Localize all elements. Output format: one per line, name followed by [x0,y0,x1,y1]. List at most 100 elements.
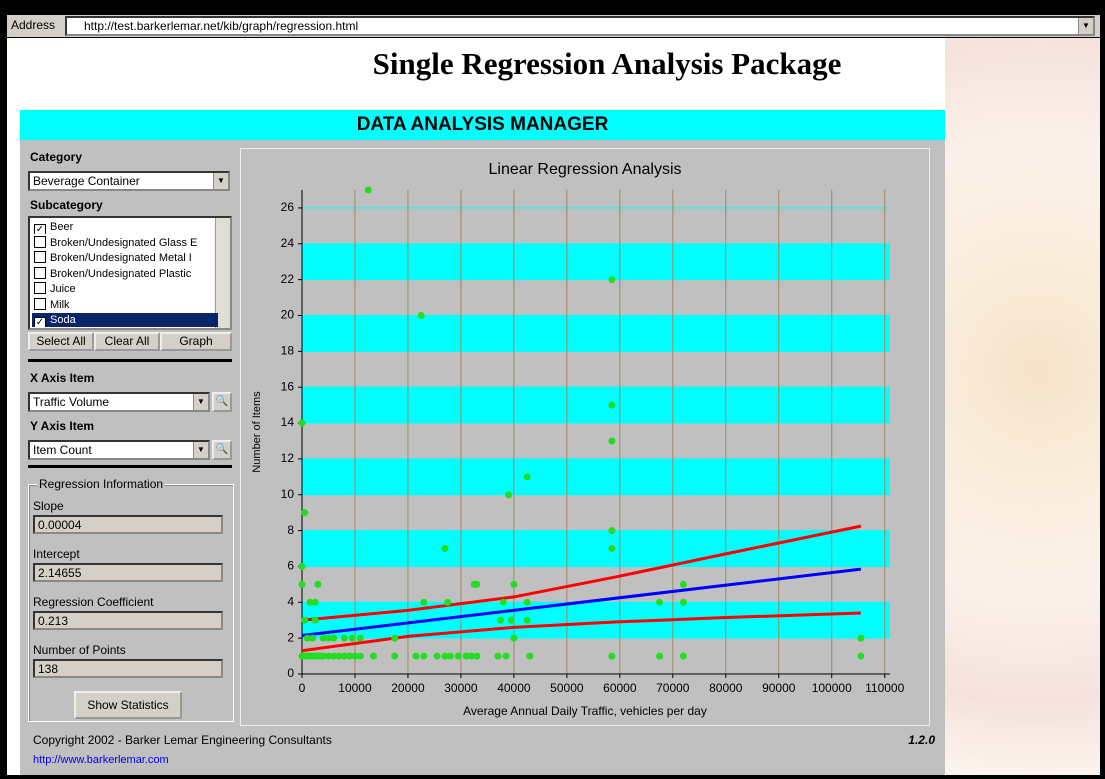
y-axis-select[interactable]: Item Count ▼ [28,440,210,460]
point [523,473,531,481]
find-button[interactable]: 🔍 [212,392,232,412]
list-item[interactable]: Milk [32,297,218,312]
subcategory-list[interactable]: ✓ Beer Broken/Undesignated Glass E Broken/U… [28,216,232,330]
button[interactable]: Graph [160,332,232,351]
grid-band [302,530,890,567]
y-tick-label: 2 [287,630,294,644]
item-label: Broken/Undesignated Plastic [50,267,192,280]
point [364,186,372,194]
x-axis-item-label: X Axis Item [30,371,95,385]
list-item[interactable]: Broken/Undesignated Metal I [32,251,218,265]
dropdown-arrow[interactable]: ▼ [193,394,208,410]
panel: Category Beverage Container ▼ Subcategory… [20,140,945,775]
point [420,652,428,660]
point [324,652,332,660]
show-statistics-button[interactable]: Show Statistics [74,691,182,719]
point [462,652,470,660]
point [351,652,359,660]
link[interactable]: http://www.barkerlemar.com [33,754,169,766]
x-tick-label: 110000 [865,681,904,695]
point [314,580,322,588]
list-item[interactable]: ✓ Soda [32,313,218,327]
point [420,598,428,606]
checkbox[interactable] [34,282,46,294]
checkbox[interactable] [34,235,46,248]
grid-band [302,387,890,424]
regression-line [301,524,862,622]
point [494,652,502,660]
category-label: Category [30,150,83,164]
checkbox[interactable]: ✓ [34,317,46,327]
checkbox[interactable] [34,297,46,310]
point [679,652,687,660]
point [391,634,399,642]
separator [28,359,232,362]
point [454,652,462,660]
checkbox[interactable] [34,266,46,279]
dropdown-arrow[interactable]: ▼ [213,173,228,189]
button[interactable]: Select All [28,332,94,351]
page: Single Regression Analysis Package DATA … [7,38,1100,775]
point [444,598,452,606]
field-value: 0.00004 [33,515,223,534]
point [441,652,449,660]
point [608,276,616,284]
dropdown-arrow[interactable]: ▼ [193,442,208,458]
point [311,598,319,606]
point [298,419,306,427]
scrollbar[interactable] [215,218,230,328]
point [340,652,348,660]
list-item[interactable]: Broken/Undesignated Plastic [32,266,218,281]
point [468,652,476,660]
button[interactable]: Clear All [94,332,160,351]
point [523,616,531,624]
dropdown-arrow[interactable]: ▼ [1078,18,1093,34]
field-value: 2.14655 [33,563,223,582]
subcategory-label: Subcategory [30,198,103,212]
point [335,652,343,660]
x-tick-label: 90000 [762,681,796,695]
checkbox[interactable] [34,251,46,263]
point [309,634,317,642]
point [330,652,338,660]
url-field[interactable]: http://test.barkerlemar.net/kib/graph/re… [65,16,1095,36]
field-value: 138 [33,659,223,678]
list-item[interactable]: ✓ Beer [32,220,218,234]
chart-title: Linear Regression Analysis [489,161,682,178]
category-select[interactable]: Beverage Container ▼ [28,171,230,191]
x-tick-label: 60000 [603,681,637,695]
point [608,545,616,553]
item-label: Soda [50,314,76,326]
point [301,616,309,624]
checkbox[interactable]: ✓ [34,224,46,234]
y-tick-label: 26 [281,200,295,214]
point [303,634,311,642]
point [340,634,348,642]
item-label: Beer [50,221,74,233]
x-tick-label: 0 [299,681,306,695]
field-label: Regression Coefficient [33,595,154,609]
background-art [945,38,1100,775]
point [417,311,425,319]
x-axis-label: Average Annual Daily Traffic, vehicles p… [463,704,707,718]
y-tick-label: 12 [281,451,295,465]
find-button[interactable]: 🔍 [212,440,232,460]
point [608,437,616,445]
grid-band [302,243,890,280]
point [446,652,454,660]
point [319,652,327,660]
point [857,652,865,660]
version: 1.2.0 [908,733,935,747]
x-axis-select[interactable]: Traffic Volume ▼ [28,392,210,412]
y-tick-label: 8 [287,523,294,537]
y-axis-item-label: Y Axis Item [30,419,95,433]
point [679,598,687,606]
x-tick-label: 100000 [812,681,852,695]
point [497,616,505,624]
list-item[interactable]: Juice [32,282,218,296]
x-tick-label: 80000 [709,681,743,695]
page-title: Single Regression Analysis Package [372,46,842,81]
point [356,652,364,660]
list-item[interactable]: Broken/Undesignated Glass E [32,235,218,250]
